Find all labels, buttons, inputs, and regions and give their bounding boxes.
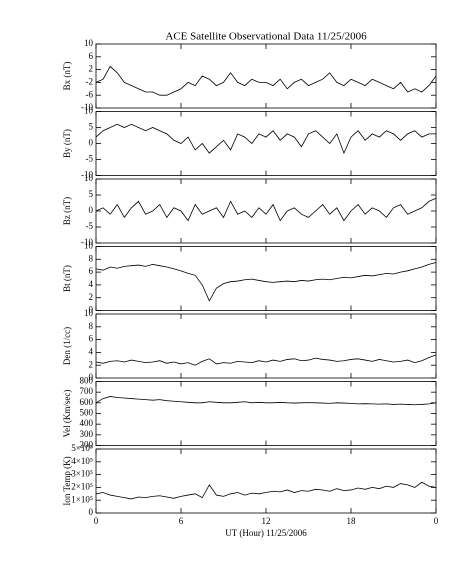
y-tick-label: 3×10⁵ bbox=[71, 469, 93, 479]
y-tick-label: 4×10⁵ bbox=[71, 456, 93, 466]
y-tick-label: 1×10⁵ bbox=[71, 494, 93, 504]
y-tick-label: -10 bbox=[81, 170, 93, 180]
y-tick-label: 5 bbox=[89, 122, 94, 132]
y-tick-label: 10 bbox=[84, 308, 94, 318]
x-tick-label: 0 bbox=[94, 516, 99, 526]
y-tick-label: 800 bbox=[80, 376, 94, 386]
y-axis-label: Bt (nT) bbox=[62, 265, 72, 292]
y-tick-label: 8 bbox=[89, 253, 94, 263]
chart-title: ACE Satellite Observational Data 11/25/2… bbox=[165, 31, 367, 43]
y-tick-label: 10 bbox=[84, 173, 94, 183]
y-axis-label: Ion Temp (K) bbox=[62, 456, 72, 505]
y-tick-label: 0 bbox=[89, 372, 94, 382]
y-tick-label: 300 bbox=[80, 429, 94, 439]
y-tick-label: -10 bbox=[81, 102, 93, 112]
x-axis-label: UT (Hour) 11/25/2006 bbox=[225, 528, 307, 538]
y-tick-label: 0 bbox=[89, 507, 94, 517]
panel-frame bbox=[95, 448, 437, 514]
data-line bbox=[95, 65, 437, 96]
y-tick-label: 200 bbox=[80, 440, 94, 450]
y-axis-label: Bz (nT) bbox=[62, 197, 72, 225]
y-axis-label: Vel (Km/sec) bbox=[62, 390, 72, 438]
y-axis-label: Bx (nT) bbox=[62, 62, 72, 91]
x-tick-label: 6 bbox=[179, 516, 184, 526]
y-tick-label: 700 bbox=[80, 386, 94, 396]
y-tick-label: 8 bbox=[89, 321, 94, 331]
y-tick-label: 0 bbox=[89, 138, 94, 148]
y-tick-label: 400 bbox=[80, 418, 94, 428]
y-tick-label: 0 bbox=[89, 205, 94, 215]
x-tick-label: 18 bbox=[347, 516, 357, 526]
panel-frame bbox=[95, 43, 437, 109]
y-tick-label: 10 bbox=[84, 38, 94, 48]
y-tick-label: 5×10⁵ bbox=[71, 443, 93, 453]
y-tick-label: -10 bbox=[81, 237, 93, 247]
y-tick-label: 10 bbox=[84, 106, 94, 116]
panel-frame bbox=[95, 111, 437, 176]
y-tick-label: -5 bbox=[86, 221, 94, 231]
data-line bbox=[95, 481, 437, 500]
y-tick-label: 2 bbox=[89, 359, 94, 369]
y-tick-label: -5 bbox=[86, 154, 94, 164]
y-tick-label: -6 bbox=[86, 89, 94, 99]
y-tick-label: 600 bbox=[80, 397, 94, 407]
y-tick-label: 10 bbox=[84, 241, 94, 251]
y-tick-label: 6 bbox=[89, 266, 94, 276]
panel-frame bbox=[95, 178, 437, 244]
y-tick-label: 4 bbox=[89, 279, 94, 289]
y-tick-label: -2 bbox=[86, 76, 94, 86]
y-tick-label: 6 bbox=[89, 51, 94, 61]
x-tick-label: 12 bbox=[262, 516, 271, 526]
x-tick-label: 0 bbox=[434, 516, 439, 526]
y-axis-label: By (nT) bbox=[62, 129, 72, 158]
data-line bbox=[95, 354, 437, 366]
data-line bbox=[95, 123, 436, 155]
y-tick-label: 5 bbox=[89, 189, 94, 199]
y-tick-label: 2 bbox=[89, 64, 94, 74]
panel-frame bbox=[95, 381, 437, 446]
y-tick-label: 500 bbox=[80, 408, 94, 418]
data-line bbox=[95, 197, 437, 222]
y-tick-label: 2 bbox=[89, 292, 94, 302]
y-axis-label: Den (1/cc) bbox=[62, 327, 72, 365]
data-line bbox=[95, 396, 437, 406]
data-line bbox=[95, 262, 437, 302]
panel-frame bbox=[95, 246, 437, 311]
y-tick-label: 6 bbox=[89, 334, 94, 344]
y-tick-label: 2×10⁵ bbox=[71, 481, 93, 491]
panel-frame bbox=[95, 313, 437, 379]
y-tick-label: 0 bbox=[89, 305, 94, 315]
y-tick-label: 4 bbox=[89, 346, 94, 356]
